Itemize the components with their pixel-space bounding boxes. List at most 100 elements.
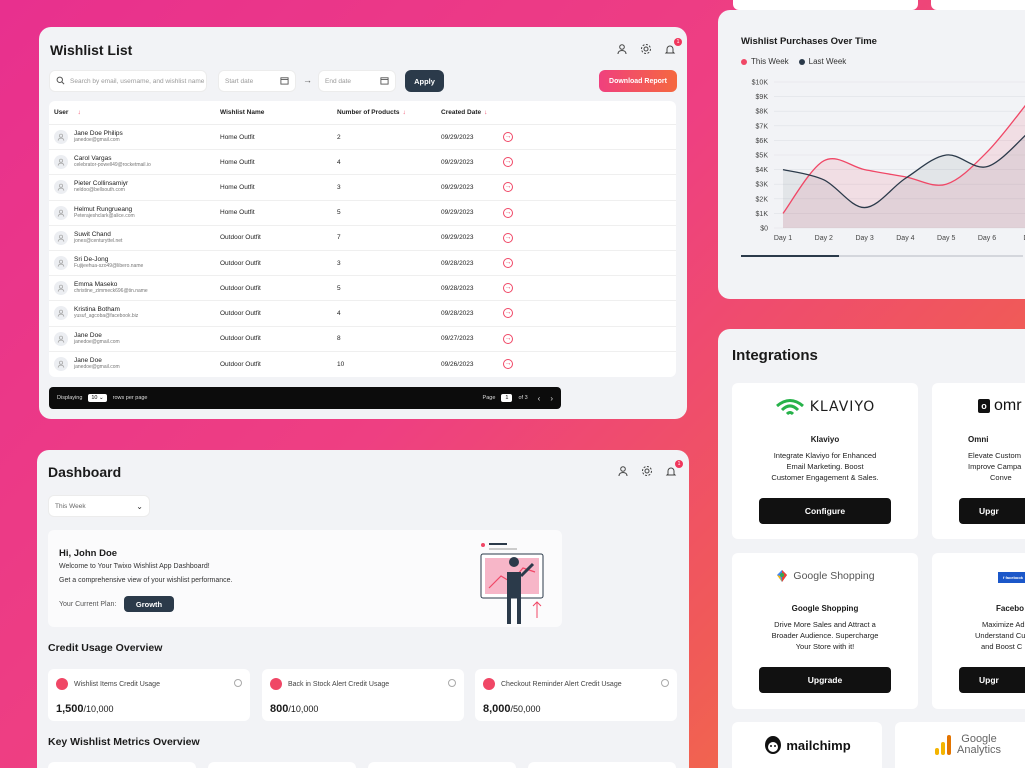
facebook-f-icon: f [1003,575,1006,580]
bell-icon[interactable]: 1 [665,460,683,477]
credit-label: Back in Stock Alert Credit Usage [288,680,390,688]
arrow-right-circle-icon: → [503,207,513,218]
table-row[interactable]: Suwit Chand jones@centuryttel.net Outdoor … [49,226,676,251]
avatar [54,306,68,321]
info-icon[interactable] [661,679,669,687]
avatar [54,281,68,296]
user-icon[interactable] [616,43,628,55]
user-email: christine_zimmeck696@tin.name [74,288,148,295]
row-arrow-button[interactable]: → [503,182,523,193]
end-date-input[interactable]: End date [318,70,396,92]
credit-used: 1,500 [56,703,84,715]
apply-button[interactable]: Apply [405,70,444,92]
notification-badge: 1 [675,460,683,468]
y-tick-label: $9K [756,94,769,101]
desc-line: Understand Cus [975,631,1025,640]
cell-number-products: 5 [337,209,341,217]
col-user[interactable]: User ↓ [49,109,220,116]
cell-number-products: 4 [337,309,341,317]
next-page-icon[interactable]: › [550,393,553,403]
start-date-input[interactable]: Start date [218,70,296,92]
info-icon[interactable] [234,679,242,687]
calendar-icon [380,76,389,87]
cell-number-products: 3 [337,183,341,191]
desc-line: and Boost C [981,642,1023,651]
metric-card [528,762,676,768]
row-arrow-button[interactable]: → [503,359,523,370]
google-shopping-logo: Google Shopping [732,569,918,583]
rows-per-page-label: rows per page [112,395,148,401]
user-name: Suwit Chand [74,230,111,238]
cell-wishlist-name: Outdoor Outfit [220,234,261,242]
credit-usage-title: Credit Usage Overview [48,642,163,654]
credit-card-wishlist: Wishlist Items Credit Usage 1,500/10,000 [48,669,250,721]
integration-card-google-analytics: Google Analytics [895,722,1025,768]
google-analytics-logo: Google Analytics [933,734,1001,756]
table-row[interactable]: Emma Maseko christine_zimmeck696@tin.name… [49,276,676,302]
gear-icon[interactable] [641,465,653,477]
legend-swatch [798,58,805,65]
chart-scrollbar[interactable] [741,255,1023,257]
row-arrow-button[interactable]: → [503,232,523,243]
table-row[interactable]: Carol Vargas celebrator-powell49@rocketma… [49,150,676,176]
page-input[interactable]: 1 [501,394,513,402]
period-select[interactable]: This Week ⌄ [48,495,150,517]
credit-card-back-in-stock: Back in Stock Alert Credit Usage 800/10,… [262,669,464,721]
cell-user: Emma Maseko christine_zimmeck696@tin.name [49,281,220,296]
row-arrow-button[interactable]: → [503,207,523,218]
upgrade-button[interactable]: Upgrade [759,667,891,693]
table-row[interactable]: Pieter Collinsamiyr neldoo@bellsouth.com H… [49,175,676,201]
row-arrow-button[interactable]: → [503,157,523,168]
credit-label: Checkout Reminder Alert Credit Usage [501,680,622,688]
table-row[interactable]: Jane Doe Philips janedoe@gmail.com Home Ou… [49,125,676,151]
partial-card-top-right [931,0,1025,10]
row-arrow-button[interactable]: → [503,132,523,143]
header-icons: 1 [616,38,682,55]
user-name: Helmut Rungrueang [74,205,133,213]
user-email: neldoo@bellsouth.com [74,187,125,194]
row-arrow-button[interactable]: → [503,333,523,344]
welcome-text: Welcome to Your Twixo Wishlist App Dashb… [59,563,210,570]
credit-total: /10,000 [83,704,114,714]
cell-user: Sri De-Jong Fujijeehua-szo49@libero.name [49,256,220,271]
download-report-button[interactable]: Download Report [599,70,677,92]
row-arrow-button[interactable]: → [503,308,523,319]
user-email: jones@centuryttel.net [74,237,123,244]
table-row[interactable]: Jane Doe janedoe@gmail.com Outdoor Outfit 8… [49,327,676,352]
prev-page-icon[interactable]: ‹ [537,393,541,403]
gear-icon[interactable] [640,43,652,55]
info-icon[interactable] [448,679,456,687]
row-arrow-button[interactable]: → [503,258,523,269]
table-row[interactable]: Jane Doe janedoe@gmail.com Outdoor Outfit 1… [49,352,676,377]
row-arrow-button[interactable]: → [503,283,523,294]
cell-number-products: 4 [337,158,341,166]
legend-item-last-week[interactable]: Last Week [798,57,846,66]
table-row[interactable]: Helmut Rungrueang Peterajeshclark@alice.c… [49,201,676,226]
mailchimp-logo: mailchimp [732,734,882,756]
integration-card-klaviyo: KLAVIYO Klaviyo Integrate Klaviyo for En… [732,383,918,539]
table-row[interactable]: Sri De-Jong Fujijeehua-szo49@libero.name O… [49,251,676,277]
sort-down-icon: ↓ [77,109,81,116]
col-number-products[interactable]: Number of Products ↓ [337,109,441,116]
rows-per-page-select[interactable]: 10 ⌄ [88,394,107,402]
integration-desc: Drive More Sales and Attract a Broader A… [732,619,918,652]
bell-icon[interactable]: 1 [664,38,682,55]
upgrade-button[interactable]: Upgr [959,667,1025,693]
cell-number-products: 7 [337,234,341,242]
col-created-date[interactable]: Created Date ↓ [441,109,523,116]
user-icon[interactable] [617,465,629,477]
cell-number-products: 10 [337,360,345,368]
configure-button[interactable]: Configure [759,498,891,524]
user-email: janedoe@gmail.com [74,364,120,371]
chart-scrollbar-thumb[interactable] [741,255,839,257]
search-input[interactable]: Search by email, username, and wishlist … [49,70,207,92]
credit-used: 800 [270,703,289,715]
upgrade-button[interactable]: Upgr [959,498,1025,524]
legend-item-this-week[interactable]: This Week [741,57,789,66]
metrics-title: Key Wishlist Metrics Overview [48,736,200,748]
table-row[interactable]: Kristina Botham yusuf_agcoba@facebook.biz… [49,301,676,327]
calendar-icon [280,76,289,87]
cell-created-date: 09/29/2023 [441,234,474,242]
klaviyo-logo: KLAVIYO [732,397,918,417]
user-email: Fujijeehua-szo49@libero.name [74,263,144,270]
